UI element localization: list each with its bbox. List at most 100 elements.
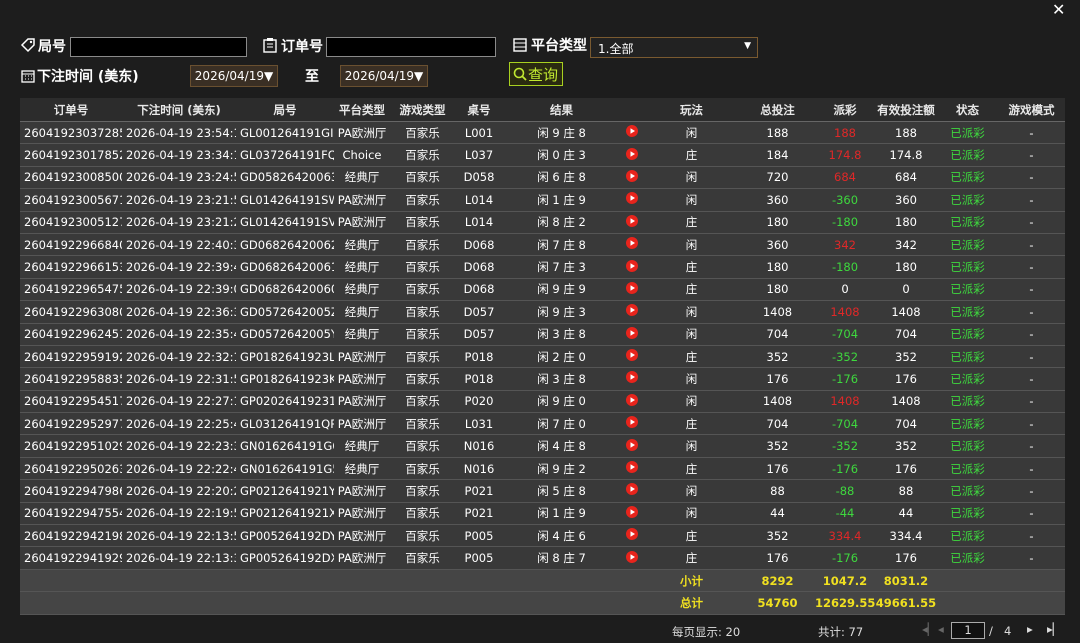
table-cell: 334.4: [815, 524, 875, 548]
table-cell: 1408: [875, 300, 937, 324]
table-cell: 百家乐: [390, 345, 455, 369]
table-row: 2604192300512722026-04-19 23:21:24GL0142…: [20, 211, 1065, 234]
platform-label: 平台类型: [531, 38, 587, 54]
empty-cell: [503, 591, 620, 615]
icon-cell: [620, 143, 643, 167]
close-button[interactable]: ✕: [1052, 0, 1066, 19]
play-icon[interactable]: [625, 528, 638, 541]
table-cell: L001: [455, 121, 503, 145]
round-input[interactable]: [70, 37, 247, 57]
table-cell: 闲 3 庄 8: [503, 367, 620, 391]
play-icon[interactable]: [625, 371, 638, 384]
column-header: 结果: [503, 98, 620, 122]
table-cell: 684: [875, 166, 937, 190]
tag-icon: [20, 38, 35, 53]
play-icon[interactable]: [625, 169, 638, 182]
table-cell: 已派彩: [937, 278, 998, 302]
table-cell: PA欧洲厅: [334, 479, 390, 503]
table-cell: 庄: [643, 255, 740, 279]
table-cell: 260419229630801: [20, 300, 122, 324]
platform-icon: [513, 38, 527, 52]
empty-cell: [122, 591, 236, 615]
play-icon[interactable]: [625, 192, 638, 205]
table-cell: 庄: [643, 524, 740, 548]
table-cell: 260419229421980: [20, 524, 122, 548]
table-row: 2604192301785252026-04-19 23:34:11GL0372…: [20, 143, 1065, 167]
subtotal-payout: 1047.2: [815, 569, 875, 593]
table-row: 2604192296245102026-04-19 22:35:47GD0572…: [20, 323, 1065, 346]
play-icon[interactable]: [625, 483, 638, 496]
play-icon[interactable]: [625, 326, 638, 339]
table-cell: 188: [815, 121, 875, 145]
play-icon[interactable]: [625, 505, 638, 518]
table-cell: 闲 9 庄 2: [503, 457, 620, 481]
total-label: 总计: [643, 591, 740, 615]
table-cell: -: [998, 166, 1065, 190]
platform-select[interactable]: 1.全部 ▼: [590, 37, 758, 58]
play-icon[interactable]: [625, 147, 638, 160]
play-icon[interactable]: [625, 237, 638, 250]
play-icon[interactable]: [625, 550, 638, 563]
table-cell: 百家乐: [390, 367, 455, 391]
table-row: 2604192294755452026-04-19 22:19:54GP0212…: [20, 502, 1065, 526]
play-icon[interactable]: [625, 461, 638, 474]
play-icon[interactable]: [625, 304, 638, 317]
icon-cell: [620, 255, 643, 279]
table-cell: 180: [740, 278, 815, 302]
end-date[interactable]: 2026/04/19▼: [340, 65, 428, 87]
table-cell: 已派彩: [937, 367, 998, 391]
play-icon[interactable]: [625, 125, 638, 138]
page-input[interactable]: 1: [951, 622, 985, 639]
next-page[interactable]: ▸: [1027, 622, 1033, 636]
page-sep: /: [989, 624, 993, 638]
table-cell: 0: [875, 278, 937, 302]
table-cell: -704: [815, 412, 875, 436]
icon-cell: [620, 524, 643, 548]
play-icon[interactable]: [625, 438, 638, 451]
prev-page[interactable]: ◂: [938, 622, 944, 636]
table-row: 2604192300567112026-04-19 23:21:58GL0142…: [20, 188, 1065, 212]
play-icon[interactable]: [625, 214, 638, 227]
table-cell: -180: [815, 211, 875, 234]
table-cell: GL037264191FQ: [236, 143, 334, 167]
table-cell: 720: [740, 166, 815, 190]
icon-cell: [620, 479, 643, 503]
table-cell: -: [998, 524, 1065, 548]
start-date[interactable]: 2026/04/19▼: [190, 65, 278, 87]
bet-table: 订单号 下注时间 (美东) 局号 平台类型 游戏类型 桌号 结果 玩法 总投注 派彩 有效投注额 状态…: [20, 98, 1065, 615]
last-page[interactable]: ▸▏: [1047, 622, 1062, 636]
play-icon[interactable]: [625, 393, 638, 406]
table-cell: 704: [740, 412, 815, 436]
table-cell: 闲 2 庄 0: [503, 345, 620, 369]
play-icon[interactable]: [625, 281, 638, 294]
table-row: 2604192296684012026-04-19 22:40:30GD0682…: [20, 233, 1065, 257]
table-cell: 已派彩: [937, 457, 998, 481]
table-cell: -180: [815, 255, 875, 279]
play-icon[interactable]: [625, 259, 638, 272]
page-count: 4: [1004, 624, 1012, 638]
table-cell: -: [998, 546, 1065, 570]
table-cell: 1408: [875, 390, 937, 414]
query-button[interactable]: 查询: [509, 62, 563, 86]
table-cell: PA欧洲厅: [334, 546, 390, 570]
table-cell: 360: [875, 188, 937, 212]
table-cell: PA欧洲厅: [334, 502, 390, 526]
start-date-text: 2026/04/19: [194, 69, 264, 83]
table-cell: -: [998, 255, 1065, 279]
table-cell: GL014264191SW: [236, 188, 334, 212]
empty-cell: [620, 591, 643, 615]
table-row: 2604192296615362026-04-19 22:39:45GD0682…: [20, 255, 1065, 279]
first-page[interactable]: ◂▏: [922, 622, 937, 636]
table-cell: GP0212641921Y: [236, 479, 334, 503]
order-input[interactable]: [326, 37, 496, 57]
table-cell: GD0572642005Y: [236, 323, 334, 346]
table-cell: 百家乐: [390, 121, 455, 145]
table-cell: 已派彩: [937, 233, 998, 257]
play-icon[interactable]: [625, 416, 638, 429]
table-cell: 180: [875, 211, 937, 234]
table-cell: Choice: [334, 143, 390, 167]
table-cell: 庄: [643, 345, 740, 369]
icon-cell: [620, 502, 643, 526]
play-icon[interactable]: [625, 349, 638, 362]
table-cell: -: [998, 143, 1065, 167]
